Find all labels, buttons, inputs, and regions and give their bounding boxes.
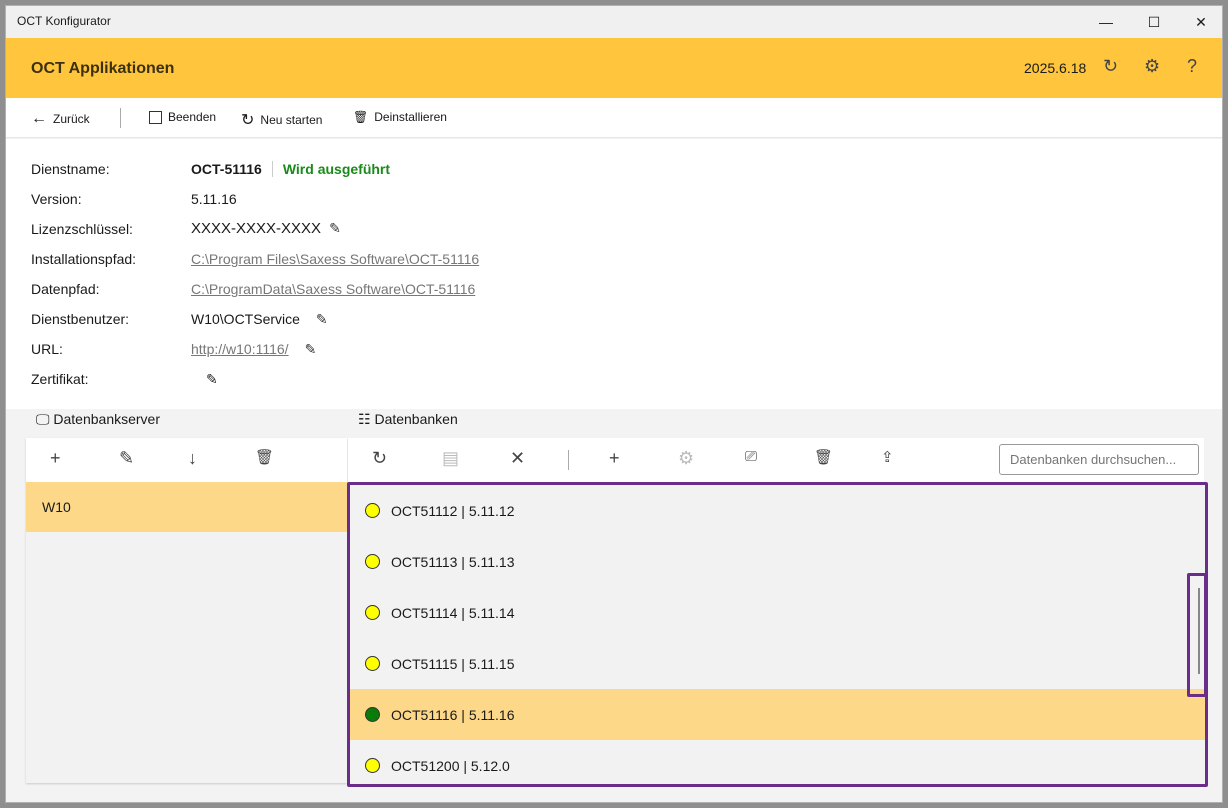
license-label: Lizenzschlüssel: (31, 221, 133, 237)
version-value: 5.11.16 (191, 191, 237, 207)
uninstall-label: Deinstallieren (374, 110, 447, 124)
share-icon[interactable]: ⇪ (881, 449, 894, 466)
close-button[interactable]: ✕ (1195, 14, 1207, 30)
databases-header: ☷ Datenbanken (358, 411, 458, 428)
servers-title: Datenbankserver (53, 411, 161, 427)
help-icon[interactable]: ? (1187, 56, 1198, 76)
database-name: OCT51112 | 5.11.12 (391, 502, 515, 519)
status-dot-icon (365, 503, 380, 518)
server-item[interactable]: W10 (26, 482, 347, 532)
divider (120, 108, 121, 128)
app-version: 2025.6.18 (1024, 60, 1087, 76)
user-label: Dienstbenutzer: (31, 311, 130, 327)
url-link[interactable]: http://w10:1116/ (191, 341, 289, 357)
license-value: XXXX-XXXX-XXXX (191, 220, 322, 237)
refresh-icon[interactable]: ↻ (1103, 56, 1119, 76)
database-name: OCT51115 | 5.11.15 (391, 655, 515, 672)
page-title: OCT Applikationen (31, 60, 175, 77)
url-label: URL: (31, 341, 63, 357)
restart-icon: ↻ (241, 112, 255, 129)
gear-icon[interactable]: ⚙ (678, 448, 695, 468)
database-item[interactable]: OCT51114 | 5.11.14 (350, 587, 1205, 638)
install-label: Installationspfad: (31, 251, 137, 267)
server-toolbar: + ✎ ↓ 🗑 (26, 438, 347, 482)
stop-button[interactable]: Beenden (149, 110, 216, 124)
database-name: OCT51200 | 5.12.0 (391, 757, 510, 774)
data-path-link[interactable]: C:\ProgramData\Saxess Software\OCT-51116 (191, 281, 476, 297)
stop-label: Beenden (168, 110, 217, 124)
trash-icon: 🗑 (353, 110, 369, 124)
edit-user-icon[interactable]: ✎ (315, 311, 328, 327)
database-name: OCT51114 | 5.11.14 (391, 604, 515, 621)
edit-icon[interactable]: ✎ (119, 448, 135, 468)
maximize-button[interactable]: ☐ (1147, 14, 1161, 30)
toolbar: ← Zurück Beenden ↻ Neu starten 🗑 Deinstalli… (6, 98, 1222, 138)
trash-icon[interactable]: 🗑 (814, 449, 834, 466)
database-item[interactable]: OCT51115 | 5.11.15 (350, 638, 1205, 689)
status-dot-icon (365, 656, 380, 671)
arrow-left-icon: ← (31, 110, 47, 127)
download-icon[interactable]: ↓ (188, 448, 197, 468)
status-text: Wird ausgeführt (271, 161, 391, 177)
title-bar: OCT Konfigurator — ☐ ✕ (6, 6, 1222, 38)
database-item[interactable]: OCT51113 | 5.11.13 (350, 536, 1205, 587)
app-window: OCT Konfigurator — ☐ ✕ OCT Applikationen… (5, 5, 1223, 803)
data-label: Datenpfad: (31, 281, 100, 297)
minimize-button[interactable]: — (1099, 14, 1113, 30)
database-toolbar: ↻ ▤ ✕ + ⚙ ⎚ 🗑 ⇪ (348, 438, 1204, 482)
status-dot-icon (365, 554, 380, 569)
database-item[interactable]: OCT51112 | 5.11.12 (350, 485, 1205, 536)
document-add-icon[interactable]: ▤ (442, 448, 460, 468)
database-name: OCT51113 | 5.11.13 (391, 553, 515, 570)
add-icon[interactable]: + (50, 448, 61, 468)
version-label: Version: (31, 191, 82, 207)
database-name: OCT51116 | 5.11.16 (391, 706, 515, 723)
database-search-input[interactable] (999, 444, 1199, 475)
monitor-icon: 🖵 (36, 411, 50, 427)
uninstall-button[interactable]: 🗑 Deinstallieren (353, 110, 447, 124)
restart-label: Neu starten (260, 113, 323, 127)
close-icon[interactable]: ✕ (510, 448, 526, 468)
refresh-icon[interactable]: ↻ (372, 448, 388, 468)
scrollbar-thumb[interactable] (1198, 588, 1200, 674)
back-label: Zurück (53, 112, 90, 126)
database-item[interactable]: OCT51116 | 5.11.16 (350, 689, 1205, 740)
status-dot-icon (365, 707, 380, 722)
stop-icon (149, 110, 162, 124)
database-list: OCT51112 | 5.11.12 OCT51113 | 5.11.13 OCT5… (347, 482, 1208, 787)
edit-cert-icon[interactable]: ✎ (206, 371, 218, 387)
service-details: Dienstname: OCT-51116 Wird ausgeführt Ver… (6, 139, 1222, 409)
cert-label: Zertifikat: (31, 371, 89, 387)
server-panel: + ✎ ↓ 🗑 W10 (26, 438, 347, 783)
add-icon[interactable]: + (609, 448, 620, 468)
edit-license-icon[interactable]: ✎ (329, 220, 341, 236)
divider (568, 450, 569, 470)
edit-url-icon[interactable]: ✎ (304, 341, 317, 357)
app-header: OCT Applikationen 2025.6.18 ↻ ⚙ ? (6, 38, 1222, 98)
database-icon: ☷ (358, 411, 371, 427)
user-screen-icon[interactable]: ⎚ (745, 448, 758, 465)
trash-icon[interactable]: 🗑 (255, 449, 275, 466)
servers-header: 🖵 Datenbankserver (36, 411, 160, 428)
user-value: W10\OCTService (191, 311, 300, 327)
window-title: OCT Konfigurator (17, 14, 111, 28)
service-label: Dienstname: (31, 161, 110, 177)
gear-icon[interactable]: ⚙ (1144, 56, 1161, 76)
restart-button[interactable]: ↻ Neu starten (241, 110, 322, 130)
scrollbar[interactable] (1187, 573, 1207, 697)
back-button[interactable]: ← Zurück (31, 110, 90, 128)
install-path-link[interactable]: C:\Program Files\Saxess Software\OCT-511… (191, 251, 480, 267)
databases-title: Datenbanken (374, 411, 458, 427)
status-dot-icon (365, 605, 380, 620)
status-dot-icon (365, 758, 380, 773)
service-name: OCT-51116 (191, 161, 262, 177)
database-item[interactable]: OCT51200 | 5.12.0 (350, 740, 1205, 784)
